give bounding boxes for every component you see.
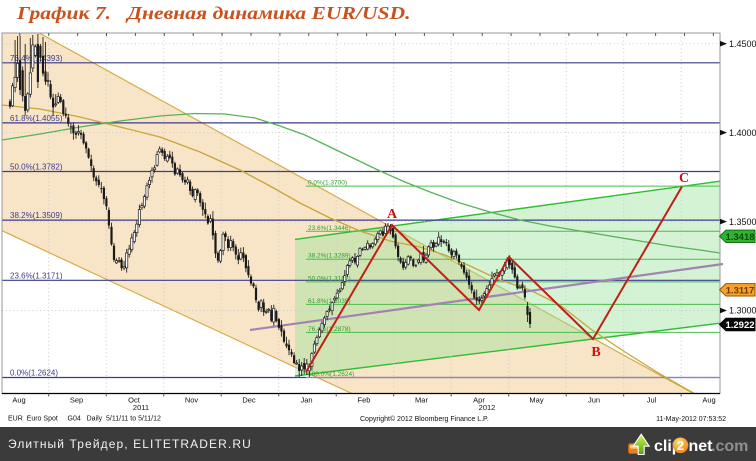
svg-text:Oct: Oct bbox=[128, 396, 141, 405]
svg-text:76.4%(1.4393): 76.4%(1.4393) bbox=[10, 54, 63, 63]
svg-text:0.0%(1.3700): 0.0%(1.3700) bbox=[308, 180, 347, 187]
svg-text:23.6%(1.3446): 23.6%(1.3446) bbox=[308, 225, 351, 232]
svg-text:Copyright© 2012 Bloomberg Fina: Copyright© 2012 Bloomberg Finance L.P. bbox=[360, 415, 489, 423]
svg-text:0.0%(1.2624): 0.0%(1.2624) bbox=[10, 369, 58, 378]
svg-text:.com: .com bbox=[711, 438, 748, 455]
svg-text:2: 2 bbox=[677, 438, 684, 453]
svg-text:Apr: Apr bbox=[473, 396, 485, 405]
svg-text:1.4500: 1.4500 bbox=[729, 39, 756, 49]
svg-text:2012: 2012 bbox=[479, 403, 496, 412]
svg-text:1.3418: 1.3418 bbox=[725, 232, 754, 243]
svg-text:61.8%(1.4055): 61.8%(1.4055) bbox=[10, 114, 63, 123]
svg-text:11-May-2012 07:53:52: 11-May-2012 07:53:52 bbox=[656, 416, 726, 423]
svg-text:1.2922: 1.2922 bbox=[725, 320, 754, 331]
svg-text:23.6%(1.3171): 23.6%(1.3171) bbox=[10, 271, 63, 280]
svg-text:Aug: Aug bbox=[12, 396, 25, 405]
svg-text:Sep: Sep bbox=[70, 396, 83, 405]
svg-text:50.0%(1.3162): 50.0%(1.3162) bbox=[308, 275, 351, 282]
svg-text:1.3117: 1.3117 bbox=[726, 285, 755, 296]
svg-text:Aug: Aug bbox=[702, 396, 715, 405]
svg-text:1.3000: 1.3000 bbox=[729, 306, 756, 316]
svg-text:61.8%(1.3035): 61.8%(1.3035) bbox=[308, 298, 351, 305]
svg-text:50.0%(1.3782): 50.0%(1.3782) bbox=[10, 163, 63, 172]
svg-text:Jun: Jun bbox=[588, 396, 600, 405]
svg-text:1.3500: 1.3500 bbox=[729, 217, 756, 227]
svg-text:38.2%(1.3509): 38.2%(1.3509) bbox=[10, 211, 63, 220]
svg-text:EUR Euro Spot G04 Daily: EUR Euro Spot G04 Daily 5/11/11 to 5/11/… bbox=[8, 416, 161, 423]
svg-text:C: C bbox=[679, 171, 689, 186]
svg-text:Nov: Nov bbox=[185, 396, 199, 405]
svg-text:76.4%(1.2878): 76.4%(1.2878) bbox=[308, 326, 351, 333]
svg-text:Feb: Feb bbox=[358, 396, 371, 405]
svg-text:Jan: Jan bbox=[300, 396, 312, 405]
svg-text:Dec: Dec bbox=[242, 396, 256, 405]
svg-text:38.2%(1.3289): 38.2%(1.3289) bbox=[308, 253, 351, 260]
svg-text:Jul: Jul bbox=[647, 396, 657, 405]
svg-text:Mar: Mar bbox=[415, 396, 428, 405]
svg-text:100.0%(1.2624): 100.0%(1.2624) bbox=[308, 371, 354, 378]
svg-text:2011: 2011 bbox=[133, 403, 149, 412]
svg-text:1.4000: 1.4000 bbox=[729, 128, 756, 138]
svg-text:B: B bbox=[591, 345, 600, 360]
svg-text:net: net bbox=[689, 438, 714, 455]
svg-text:May: May bbox=[529, 396, 543, 405]
svg-text:A: A bbox=[387, 207, 398, 222]
svg-text:Элитный Трейдер, ELITETRADER.R: Элитный Трейдер, ELITETRADER.RU bbox=[8, 437, 252, 451]
